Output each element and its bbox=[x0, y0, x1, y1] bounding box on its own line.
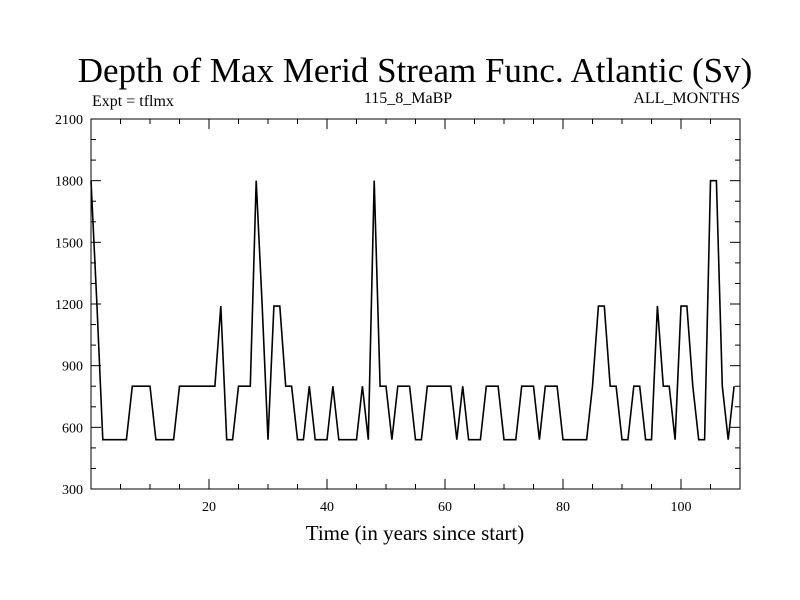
y-axis: 300 600 900 1200 1500 1800 2100 bbox=[55, 113, 740, 498]
minor-ticks bbox=[91, 119, 740, 489]
x-axis-label: Time (in years since start) bbox=[306, 521, 525, 545]
subtitle-run-name: 115_8_MaBP bbox=[364, 90, 452, 107]
y-tick-label: 900 bbox=[62, 360, 83, 375]
chart-title: Depth of Max Merid Stream Func. Atlantic… bbox=[78, 51, 753, 90]
y-tick-label: 600 bbox=[62, 421, 83, 436]
y-tick-label: 1500 bbox=[55, 236, 83, 251]
x-tick-label: 40 bbox=[320, 500, 334, 515]
x-axis: 20 40 60 80 100 bbox=[202, 119, 692, 515]
y-tick-label: 2100 bbox=[55, 113, 83, 128]
y-tick-label: 1800 bbox=[55, 175, 83, 190]
x-tick-label: 60 bbox=[438, 500, 452, 515]
x-tick-label: 80 bbox=[556, 500, 570, 515]
x-tick-label: 20 bbox=[202, 500, 216, 515]
y-tick-label: 1200 bbox=[55, 298, 83, 313]
y-tick-label: 300 bbox=[62, 483, 83, 498]
subtitle-experiment: Expt = tflmx bbox=[92, 93, 174, 110]
x-tick-label: 100 bbox=[671, 500, 692, 515]
series-line-depth bbox=[90, 179, 735, 441]
subtitle-months: ALL_MONTHS bbox=[633, 90, 740, 107]
